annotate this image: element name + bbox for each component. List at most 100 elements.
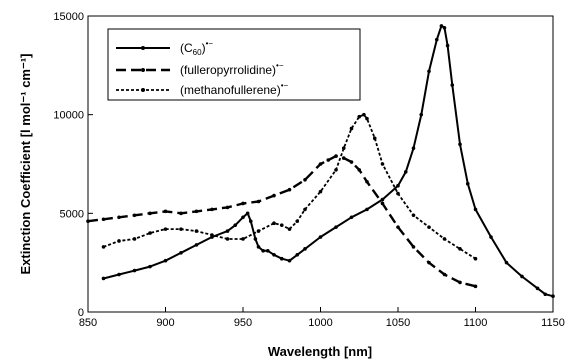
legend-marker: [141, 68, 145, 72]
data-point: [473, 207, 478, 212]
data-point: [117, 239, 121, 243]
data-point: [473, 256, 478, 261]
legend-subscript: 60: [193, 48, 202, 57]
data-point: [535, 286, 540, 291]
data-point: [194, 229, 199, 233]
data-point: [380, 197, 385, 202]
data-point: [241, 201, 245, 206]
data-point: [458, 280, 462, 285]
data-point: [148, 264, 152, 269]
axis-ticks: 850 900 950 1000 1050 1100 1150 0 5000 10000 15000: [53, 11, 564, 329]
legend-item-methanofullerene: (methanofullerene)•−: [180, 81, 289, 97]
data-point: [442, 237, 447, 241]
data-point: [86, 219, 90, 224]
data-point: [334, 168, 338, 172]
data-point: [334, 154, 338, 158]
legend-marker: [141, 88, 145, 92]
data-point: [303, 247, 307, 251]
y-axis-title: Extinction Coefficient [l mol⁻¹ cm⁻¹]: [18, 53, 33, 274]
data-point: [256, 229, 261, 233]
data-point: [241, 237, 245, 241]
data-point: [287, 227, 292, 231]
data-point: [225, 205, 230, 210]
data-point: [543, 292, 548, 297]
data-point: [357, 114, 362, 119]
data-point: [427, 225, 431, 229]
data-point: [341, 156, 346, 160]
data-point: [132, 237, 137, 241]
legend-superscript: •−: [276, 61, 284, 70]
data-point: [194, 209, 199, 214]
data-point: [450, 83, 455, 87]
data-point: [489, 235, 493, 239]
data-point: [458, 142, 462, 147]
data-point: [194, 243, 199, 247]
legend-label: (C: [180, 41, 193, 55]
data-point: [248, 219, 253, 224]
data-point: [396, 183, 400, 188]
data-point: [372, 136, 377, 141]
data-point: [272, 252, 276, 257]
legend-item-c60: (C60)•−: [180, 39, 213, 57]
data-point: [334, 225, 338, 229]
data-point: [357, 168, 362, 172]
legend-item-fulleropyrrolidine: (fulleropyrrolidine)•−: [180, 61, 284, 77]
legend-label: (methanofullerene): [180, 83, 281, 97]
data-point: [210, 233, 214, 237]
data-point: [458, 247, 462, 251]
data-point: [411, 146, 416, 151]
legend-marker: [141, 46, 145, 50]
legend-label: (fulleropyrrolidine): [180, 63, 276, 77]
data-point: [163, 209, 168, 214]
data-point: [179, 227, 183, 231]
data-point: [233, 223, 238, 227]
data-point: [419, 112, 424, 117]
x-tick-label: 1150: [541, 317, 565, 329]
legend-superscript: •−: [281, 81, 289, 90]
data-point: [365, 116, 369, 121]
data-point: [101, 217, 106, 222]
data-point: [279, 223, 284, 227]
data-point: [245, 211, 250, 216]
data-point: [396, 191, 400, 196]
data-point: [117, 272, 121, 277]
x-tick-label: 950: [234, 317, 252, 329]
data-point: [261, 249, 265, 253]
x-tick-label: 1050: [386, 317, 410, 329]
data-point: [163, 258, 168, 263]
data-point: [132, 213, 137, 218]
data-point: [318, 235, 323, 239]
data-point: [132, 268, 137, 273]
series-methanofullerene-line: [103, 113, 476, 260]
data-point: [349, 126, 354, 131]
x-tick-label: 1100: [464, 317, 488, 329]
data-point: [427, 69, 431, 74]
legend: (C60)•−(fulleropyrrolidine)•−(methanoful…: [107, 28, 361, 101]
data-point: [411, 245, 416, 249]
data-point: [439, 24, 444, 28]
data-point: [210, 207, 214, 212]
data-point: [365, 179, 369, 184]
x-tick-label: 1000: [308, 317, 332, 329]
data-point: [272, 193, 276, 198]
data-point: [473, 284, 478, 289]
legend-superscript: •−: [206, 39, 214, 48]
data-point: [148, 211, 152, 216]
data-point: [318, 162, 323, 166]
data-point: [434, 37, 439, 42]
data-point: [241, 215, 245, 220]
data-point: [349, 215, 354, 220]
y-tick-label: 10000: [53, 110, 84, 122]
data-point: [287, 258, 292, 263]
data-point: [411, 213, 416, 218]
series-fulleropyrrolidine-line: [87, 154, 476, 288]
data-point: [465, 181, 470, 186]
data-point: [396, 225, 400, 229]
legend-box: [107, 28, 361, 101]
data-point: [179, 251, 183, 255]
data-point: [179, 211, 183, 216]
data-point: [380, 162, 385, 166]
data-point: [445, 43, 450, 48]
series-layer: [86, 24, 555, 299]
